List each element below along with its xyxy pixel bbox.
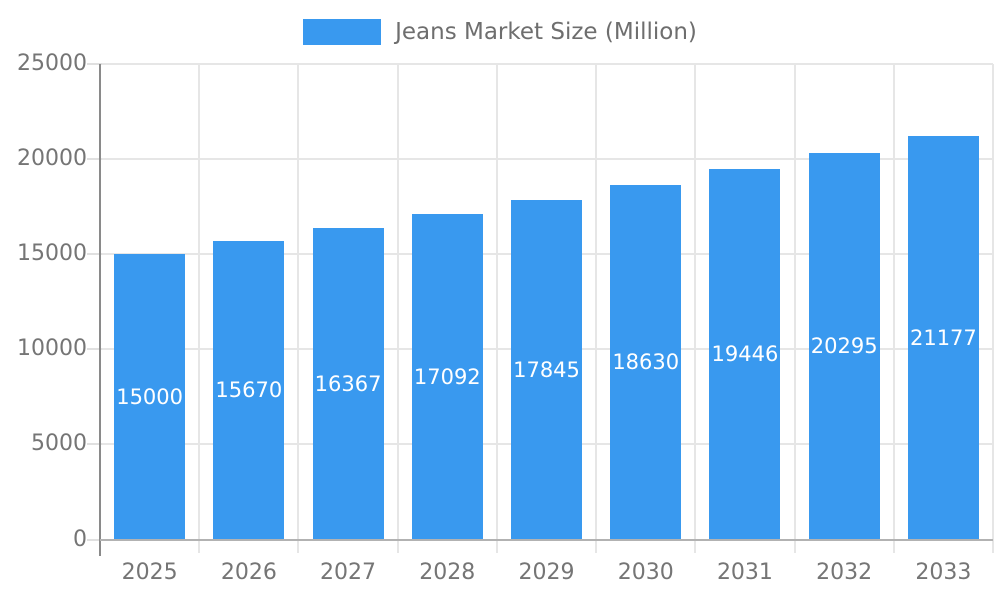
y-axis-label: 20000: [17, 145, 87, 171]
legend-label: Jeans Market Size (Million): [395, 19, 697, 45]
x-gridline: [495, 63, 498, 553]
legend: Jeans Market Size (Million): [0, 19, 1000, 45]
bar-value-label: 20295: [810, 334, 878, 359]
bar-value-label: 17845: [513, 357, 580, 382]
x-gridline: [694, 63, 697, 553]
x-axis-label: 2031: [716, 560, 773, 585]
x-gridline: [198, 63, 201, 553]
legend-swatch: [303, 19, 382, 45]
bar: [610, 184, 682, 540]
y-axis-label: 10000: [17, 336, 87, 362]
bar: [411, 214, 483, 540]
bar-value-label: 15000: [116, 384, 184, 409]
bar-value-label: 16367: [314, 371, 382, 396]
x-gridline: [396, 63, 399, 553]
y-axis-label: 25000: [17, 50, 87, 76]
bar: [511, 199, 582, 540]
x-gridline: [793, 63, 796, 553]
x-gridline: [992, 63, 994, 553]
x-axis-label: 2027: [320, 560, 377, 585]
y-axis-label: 5000: [31, 431, 87, 457]
y-gridline: [100, 157, 993, 160]
y-tickmark: [87, 252, 102, 255]
y-gridline: [100, 62, 993, 65]
bar: [114, 253, 186, 540]
bar-value-label: 19446: [711, 342, 779, 367]
y-tickmark: [87, 62, 102, 65]
y-axis-label: 0: [73, 526, 87, 552]
y-axis-label: 15000: [17, 240, 87, 266]
y-tickmark: [87, 443, 102, 446]
x-axis-label: 2029: [518, 560, 575, 585]
x-axis-label: 2025: [121, 560, 178, 585]
x-axis-label: 2026: [220, 560, 277, 585]
y-tickmark: [87, 538, 102, 541]
bar-value-label: 21177: [909, 325, 977, 350]
bar: [907, 136, 979, 540]
x-axis-line: [100, 539, 993, 541]
bar: [213, 241, 285, 540]
y-tickmark: [87, 157, 102, 160]
bar: [808, 153, 880, 540]
bar: [709, 169, 781, 540]
x-axis-label: 2028: [419, 560, 476, 585]
y-axis-line: [99, 63, 101, 556]
x-gridline: [595, 63, 598, 553]
x-axis-label: 2033: [915, 560, 972, 585]
bar-value-label: 17092: [413, 364, 481, 389]
x-gridline: [297, 63, 300, 553]
bar-value-label: 18630: [612, 350, 680, 375]
x-axis-label: 2032: [816, 560, 873, 585]
y-tickmark: [87, 348, 102, 351]
bar: [312, 227, 384, 540]
x-gridline: [892, 63, 895, 553]
bar-value-label: 15670: [215, 378, 283, 403]
x-axis-label: 2030: [617, 560, 674, 585]
